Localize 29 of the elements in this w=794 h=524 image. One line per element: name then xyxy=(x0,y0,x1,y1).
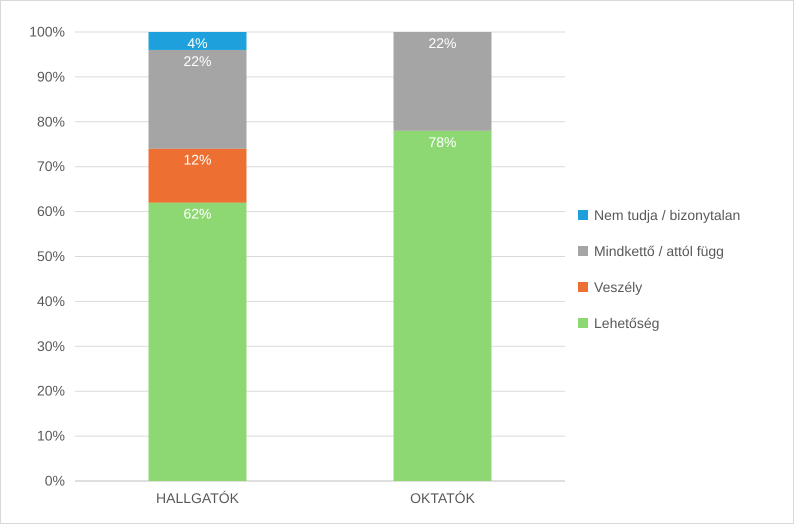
data-label: 12% xyxy=(183,152,212,168)
y-tick-label: 60% xyxy=(36,203,65,220)
y-tick-label: 50% xyxy=(36,248,65,264)
bar xyxy=(148,148,246,203)
legend-label: Veszély xyxy=(594,279,642,295)
y-tick-label: 80% xyxy=(36,113,65,130)
bar xyxy=(394,32,492,131)
data-label: 4% xyxy=(187,35,208,51)
y-tick-label: 10% xyxy=(36,428,65,444)
y-tick-label: 100% xyxy=(29,23,65,40)
y-tick-label: 0% xyxy=(44,472,65,488)
data-label: 22% xyxy=(428,35,457,51)
y-tick-label: 40% xyxy=(36,292,65,309)
y-tick-label: 90% xyxy=(36,68,65,84)
legend-label: Mindkettő / attól függ xyxy=(594,243,724,259)
legend-label: Nem tudja / bizonytalan xyxy=(594,207,740,223)
data-label: 62% xyxy=(183,206,212,222)
y-tick-label: 20% xyxy=(36,382,65,399)
bar xyxy=(148,202,246,481)
y-tick-label: 30% xyxy=(36,338,65,354)
legend-label: Lehetőség xyxy=(594,315,660,331)
bar xyxy=(148,50,246,149)
y-tick-label: 70% xyxy=(36,158,65,174)
x-tick-label: OKTATÓK xyxy=(410,490,476,506)
bar xyxy=(394,130,492,481)
data-label: 78% xyxy=(428,134,457,150)
bar xyxy=(148,32,246,50)
data-label: 22% xyxy=(183,52,212,69)
x-tick-label: HALLGATÓK xyxy=(156,490,240,506)
